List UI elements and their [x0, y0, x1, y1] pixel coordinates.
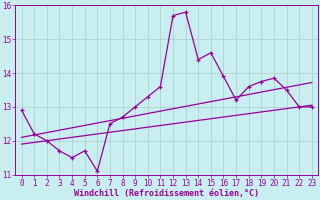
- X-axis label: Windchill (Refroidissement éolien,°C): Windchill (Refroidissement éolien,°C): [74, 189, 259, 198]
